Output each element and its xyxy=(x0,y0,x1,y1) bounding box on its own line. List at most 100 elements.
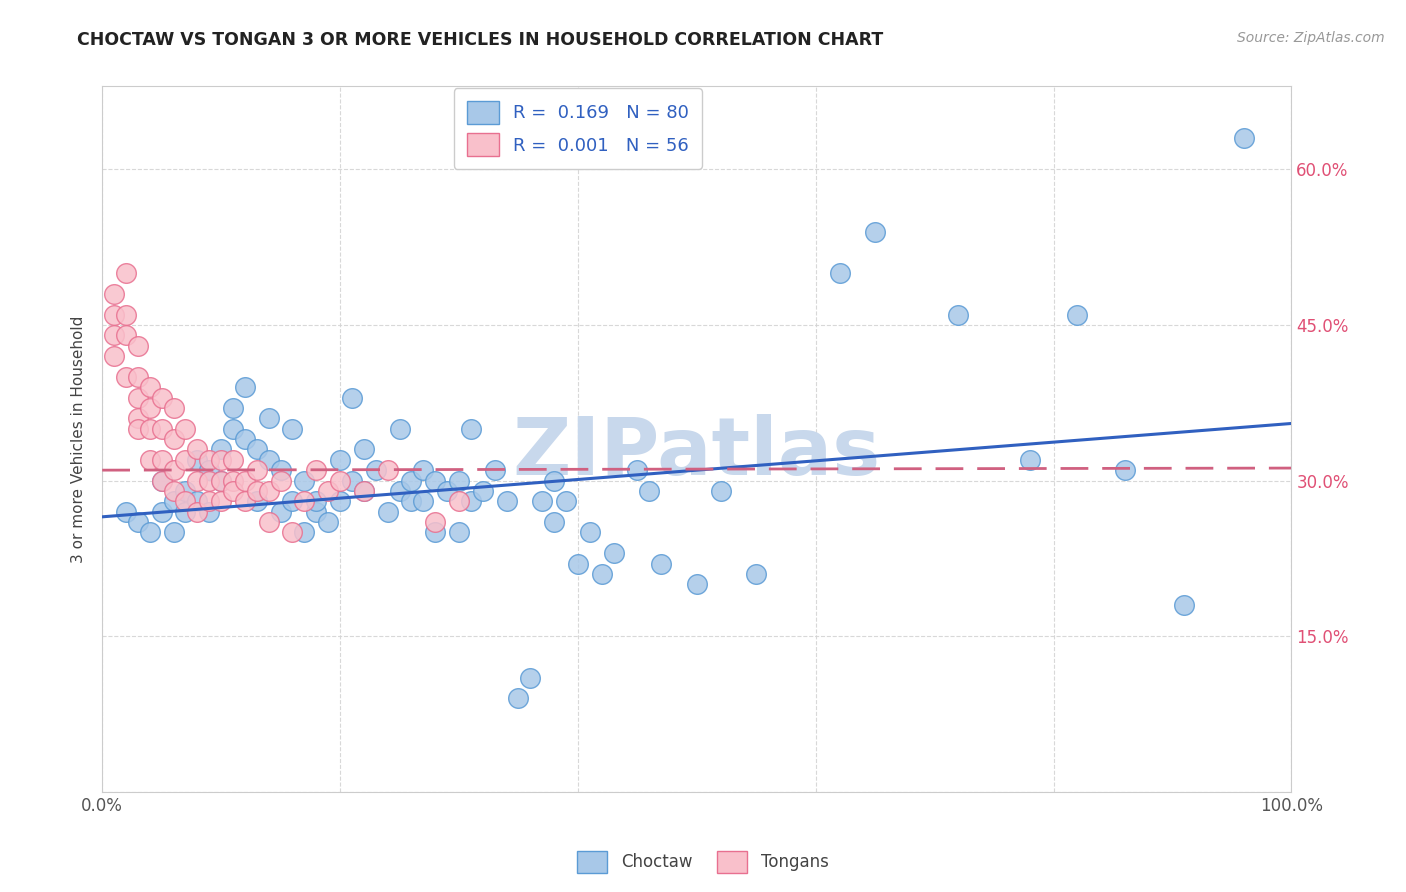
Point xyxy=(198,494,221,508)
Point xyxy=(447,474,470,488)
Point xyxy=(162,494,184,508)
Point xyxy=(412,463,434,477)
Point xyxy=(162,401,184,415)
Point xyxy=(425,474,447,488)
Point xyxy=(329,494,352,508)
Point xyxy=(127,422,149,436)
Point xyxy=(209,452,232,467)
Point xyxy=(186,474,208,488)
Point xyxy=(150,505,173,519)
Point xyxy=(162,525,184,540)
Point xyxy=(495,494,517,508)
Text: CHOCTAW VS TONGAN 3 OR MORE VEHICLES IN HOUSEHOLD CORRELATION CHART: CHOCTAW VS TONGAN 3 OR MORE VEHICLES IN … xyxy=(77,31,883,49)
Point xyxy=(1173,598,1195,612)
Point xyxy=(222,452,245,467)
Point xyxy=(150,422,173,436)
Point xyxy=(257,483,280,498)
Point xyxy=(292,494,315,508)
Point xyxy=(115,266,138,280)
Point xyxy=(246,463,269,477)
Point xyxy=(209,474,232,488)
Point xyxy=(591,566,613,581)
Point xyxy=(103,286,125,301)
Point xyxy=(186,494,208,508)
Point xyxy=(531,494,554,508)
Point xyxy=(1018,452,1040,467)
Point xyxy=(353,442,375,457)
Point xyxy=(425,515,447,529)
Point xyxy=(186,452,208,467)
Point xyxy=(233,380,256,394)
Y-axis label: 3 or more Vehicles in Household: 3 or more Vehicles in Household xyxy=(72,316,86,563)
Point xyxy=(233,474,256,488)
Point xyxy=(1066,308,1088,322)
Point xyxy=(329,452,352,467)
Point xyxy=(543,515,565,529)
Point xyxy=(162,432,184,446)
Point xyxy=(436,483,458,498)
Point xyxy=(127,391,149,405)
Point xyxy=(329,474,352,488)
Point xyxy=(745,566,768,581)
Point xyxy=(103,308,125,322)
Point xyxy=(103,349,125,363)
Point xyxy=(567,557,589,571)
Point xyxy=(127,339,149,353)
Point xyxy=(222,483,245,498)
Point xyxy=(115,505,138,519)
Point xyxy=(460,422,482,436)
Point xyxy=(828,266,851,280)
Point xyxy=(139,380,162,394)
Point xyxy=(257,452,280,467)
Point xyxy=(401,474,423,488)
Point xyxy=(638,483,661,498)
Point xyxy=(246,483,269,498)
Point xyxy=(401,494,423,508)
Point xyxy=(377,505,399,519)
Point xyxy=(471,483,494,498)
Point xyxy=(198,452,221,467)
Text: ZIPatlas: ZIPatlas xyxy=(513,414,882,492)
Point xyxy=(127,515,149,529)
Point xyxy=(270,463,292,477)
Point xyxy=(292,525,315,540)
Point xyxy=(222,422,245,436)
Point xyxy=(305,463,328,477)
Point xyxy=(388,422,411,436)
Point xyxy=(150,474,173,488)
Point xyxy=(139,525,162,540)
Point xyxy=(186,505,208,519)
Legend: Choctaw, Tongans: Choctaw, Tongans xyxy=(571,845,835,880)
Point xyxy=(578,525,600,540)
Point xyxy=(1233,131,1256,145)
Point xyxy=(257,515,280,529)
Point xyxy=(316,515,339,529)
Point xyxy=(186,442,208,457)
Point xyxy=(686,577,709,591)
Point xyxy=(174,422,197,436)
Point xyxy=(270,474,292,488)
Point xyxy=(139,452,162,467)
Point xyxy=(281,422,304,436)
Point xyxy=(127,369,149,384)
Point xyxy=(174,483,197,498)
Point xyxy=(305,505,328,519)
Point xyxy=(209,494,232,508)
Point xyxy=(198,474,221,488)
Point xyxy=(150,391,173,405)
Point xyxy=(115,369,138,384)
Point xyxy=(460,494,482,508)
Point xyxy=(863,225,886,239)
Point xyxy=(650,557,672,571)
Point xyxy=(150,474,173,488)
Point xyxy=(555,494,578,508)
Point xyxy=(626,463,648,477)
Point xyxy=(209,474,232,488)
Point xyxy=(412,494,434,508)
Point xyxy=(222,401,245,415)
Point xyxy=(174,494,197,508)
Point xyxy=(340,391,363,405)
Point xyxy=(174,505,197,519)
Point xyxy=(305,494,328,508)
Point xyxy=(281,494,304,508)
